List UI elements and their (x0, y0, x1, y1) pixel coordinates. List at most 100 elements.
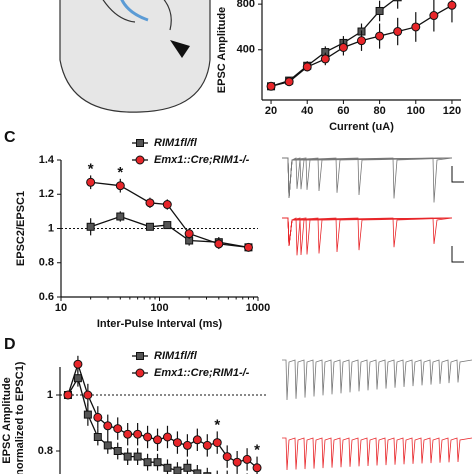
marker (266, 81, 276, 91)
trace (282, 157, 453, 199)
marker (375, 6, 384, 15)
marker (184, 229, 194, 239)
marker (143, 458, 152, 467)
marker (284, 77, 294, 87)
trace (282, 217, 453, 247)
y-tick-label: 400 (237, 44, 255, 56)
trace (282, 157, 453, 199)
trace (282, 437, 473, 471)
x-tick-label: 10 (55, 302, 67, 314)
marker (375, 31, 385, 41)
y-tick-label: 1.4 (39, 154, 55, 166)
legend-marker (135, 368, 145, 378)
x-axis-title: Inter-Pulse Interval (ms) (97, 318, 223, 330)
marker (63, 390, 73, 400)
marker (93, 433, 102, 441)
legend-marker (136, 352, 144, 360)
scale-bar (451, 166, 464, 183)
brain-outline (59, 0, 211, 113)
y-tick-label: 0.8 (38, 445, 53, 457)
marker (145, 198, 155, 208)
marker (163, 463, 172, 472)
marker (183, 463, 192, 472)
marker (143, 432, 153, 442)
marker (172, 438, 182, 448)
marker (113, 424, 123, 434)
marker (411, 22, 421, 32)
legend-label: RIM1fl/fl (154, 350, 198, 362)
marker (83, 410, 92, 419)
marker (93, 412, 103, 422)
y-axis-title: EPSC Amplitude (1, 377, 13, 463)
marker (243, 242, 253, 252)
y-tick-label: 0.6 (39, 291, 54, 303)
brain-ventricle (170, 40, 190, 58)
series-line (90, 181, 249, 248)
marker (116, 212, 125, 221)
significance-asterisk: * (254, 442, 260, 459)
marker (393, 0, 402, 2)
marker (302, 62, 312, 72)
marker (192, 435, 202, 445)
marker (115, 181, 125, 191)
legend-label: Emx1::Cre;RIM1-/- (154, 154, 250, 166)
scale-bar (451, 246, 464, 263)
marker (73, 374, 82, 383)
marker (73, 359, 83, 369)
marker (447, 0, 457, 10)
marker (103, 421, 113, 431)
legend-marker (135, 155, 145, 165)
example-traces (282, 157, 473, 471)
marker (214, 239, 224, 249)
legend-label: Emx1::Cre;RIM1-/- (154, 367, 250, 379)
marker (162, 200, 172, 210)
marker (133, 429, 143, 439)
trace (282, 157, 453, 199)
significance-asterisk: * (214, 416, 220, 433)
marker (202, 440, 212, 450)
marker (232, 457, 242, 467)
marker (133, 452, 142, 461)
trace (282, 217, 453, 255)
panel-label: D (4, 336, 16, 353)
marker (163, 221, 172, 230)
marker (113, 447, 122, 455)
x-axis-title: Current (uA) (329, 121, 394, 133)
y-tick-label: 1 (47, 389, 53, 401)
y-tick-label: 0.8 (39, 257, 54, 269)
x-tick-label: 100 (150, 302, 168, 314)
x-tick-label: 120 (443, 105, 461, 117)
marker (103, 441, 112, 450)
trace (282, 157, 453, 199)
trace (282, 157, 453, 199)
marker (162, 432, 172, 442)
marker (357, 36, 366, 46)
marker (86, 222, 95, 231)
brain-line (163, 0, 172, 31)
y-tick-label: 800 (237, 0, 255, 10)
marker (252, 463, 262, 473)
marker (338, 43, 348, 52)
x-tick-label: 100 (407, 105, 425, 117)
y-tick-label: 1.2 (39, 188, 54, 200)
trace (282, 217, 453, 248)
marker (123, 429, 133, 439)
marker (429, 11, 439, 21)
y-axis-title: EPSC2/EPSC1 (15, 191, 27, 266)
marker (222, 452, 232, 462)
marker (320, 54, 330, 64)
legend-label: RIM1fl/fl (154, 137, 198, 149)
trace (282, 157, 453, 199)
x-tick-label: 20 (265, 105, 277, 117)
x-tick-label: 80 (373, 105, 385, 117)
significance-asterisk: * (117, 164, 123, 181)
marker (83, 390, 93, 400)
significance-asterisk: * (88, 160, 94, 177)
trace (282, 157, 453, 199)
stim-electrode (120, 0, 149, 22)
panel-label: C (4, 129, 16, 146)
marker (203, 472, 212, 474)
brain-line (102, 0, 136, 23)
marker (153, 435, 163, 445)
